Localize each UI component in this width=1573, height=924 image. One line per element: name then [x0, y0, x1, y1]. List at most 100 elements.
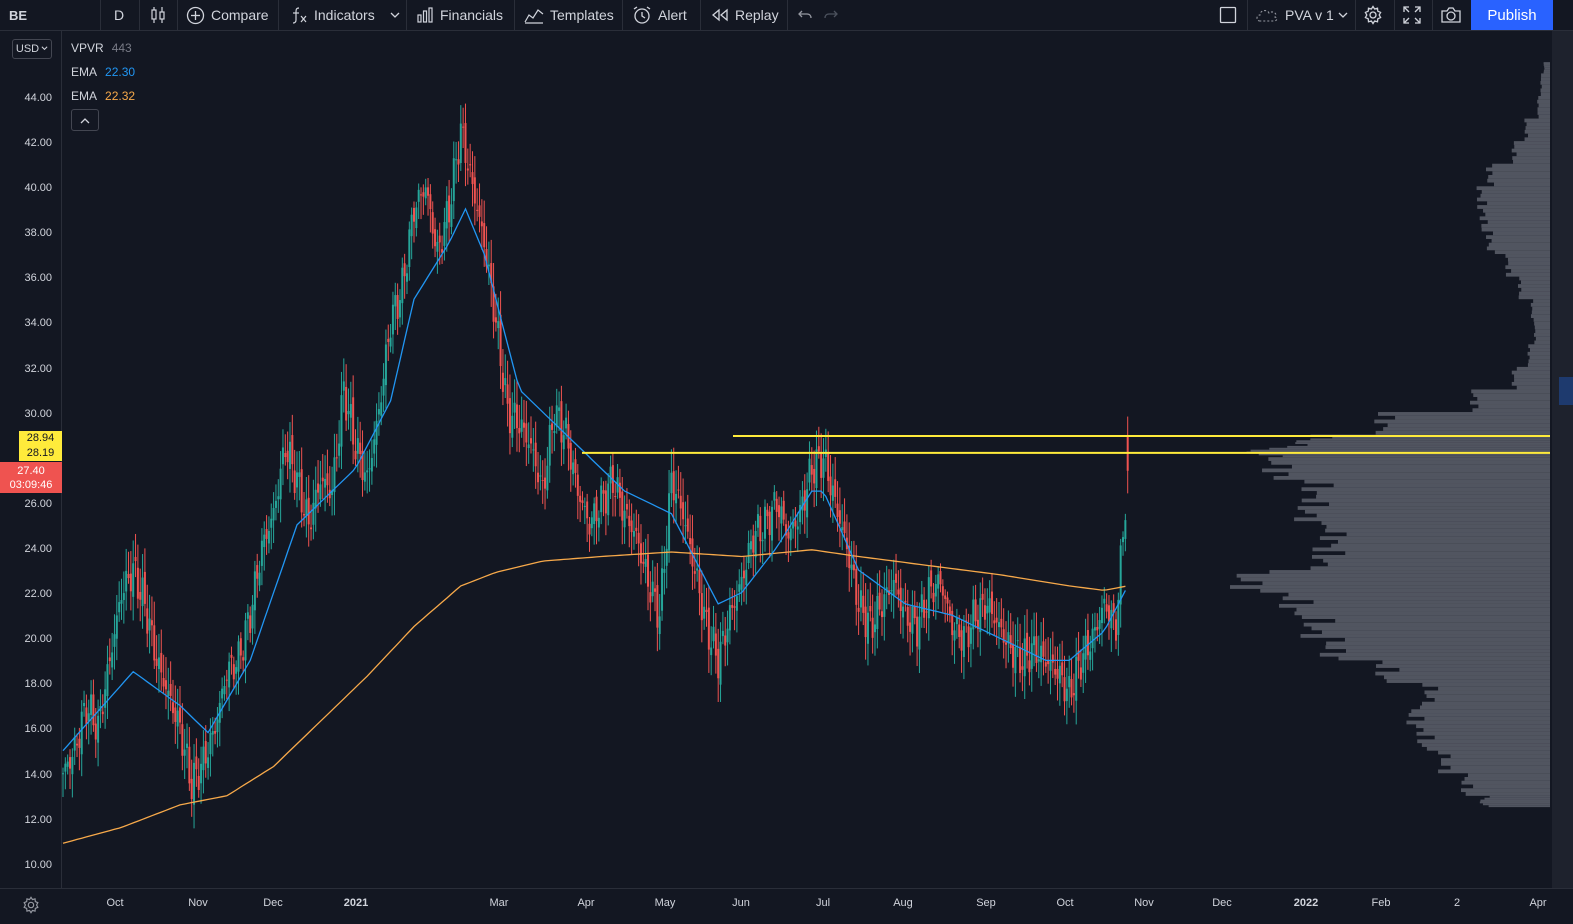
candle-body: [417, 189, 420, 202]
legend-vpvr[interactable]: VPVR 443: [71, 41, 132, 55]
volume-profile-row: [1481, 223, 1550, 228]
symbol-search-button[interactable]: BE: [9, 0, 27, 30]
candle-body: [78, 738, 81, 748]
candle-body: [260, 540, 263, 566]
replay-label: Replay: [735, 7, 779, 23]
legend-collapse-button[interactable]: [71, 109, 99, 131]
candle-body: [834, 479, 837, 497]
volume-profile-row: [1344, 637, 1550, 642]
volume-profile-row: [1492, 231, 1550, 236]
volume-profile-row: [1417, 739, 1550, 744]
volume-profile-row: [1540, 80, 1550, 85]
compare-button[interactable]: Compare: [186, 0, 269, 30]
candle-body: [314, 489, 317, 509]
volume-profile-row: [1511, 381, 1550, 386]
volume-profile-row: [1395, 415, 1550, 420]
candle-body: [726, 628, 729, 643]
time-tick: Oct: [1056, 897, 1073, 909]
candle-body: [1023, 638, 1026, 677]
candle-body: [799, 504, 802, 523]
price-tick: 22.00: [24, 588, 52, 600]
replay-button[interactable]: Replay: [711, 0, 779, 30]
volume-profile-row: [1230, 585, 1550, 589]
candle-body: [186, 743, 189, 748]
candle-body: [190, 778, 193, 800]
indicators-dropdown[interactable]: [390, 0, 400, 30]
toolbar-divider: [406, 0, 407, 30]
candle-body: [778, 505, 781, 518]
volume-profile-row: [1310, 566, 1550, 571]
candle-body: [183, 749, 186, 756]
price-tick: 14.00: [24, 769, 52, 781]
volume-profile-row: [1540, 77, 1550, 81]
candle-body: [946, 597, 949, 604]
candle-body: [717, 648, 720, 679]
templates-button[interactable]: Templates: [524, 0, 614, 30]
candle-body: [303, 514, 306, 516]
gear-icon[interactable]: [22, 896, 40, 917]
candle-body: [162, 677, 165, 687]
volume-profile-row: [1311, 626, 1550, 631]
candle-body: [787, 532, 790, 539]
legend-ema-fast[interactable]: EMA 22.30: [71, 65, 135, 79]
price-axis[interactable]: 44.00 42.00 40.00 38.00 36.00 34.00 32.0…: [24, 92, 52, 871]
candle-body: [76, 743, 79, 746]
volume-profile-row: [1383, 427, 1550, 431]
redo-button[interactable]: [823, 0, 839, 30]
candle-body: [904, 600, 907, 603]
candle-body: [862, 595, 865, 613]
snapshot-button[interactable]: [1440, 0, 1462, 30]
candle-body: [682, 502, 685, 520]
volume-profile-row: [1325, 528, 1550, 533]
candle-body: [553, 431, 556, 433]
layout-select-button[interactable]: [1219, 0, 1237, 30]
candle-body: [527, 444, 530, 449]
indicators-button[interactable]: Indicators: [290, 0, 375, 30]
volume-profile-row: [1408, 713, 1550, 717]
candle-body: [810, 465, 813, 475]
interval-button[interactable]: D: [114, 0, 124, 30]
publish-button[interactable]: Publish: [1471, 0, 1553, 30]
volume-profile-row: [1541, 73, 1550, 78]
candle-body: [382, 378, 385, 396]
volume-profile-row: [1511, 148, 1550, 153]
layout-name-button[interactable]: PVA v 1: [1255, 0, 1334, 30]
time-tick: Nov: [1134, 897, 1154, 909]
candle-body: [188, 746, 191, 784]
legend-ema-slow[interactable]: EMA 22.32: [71, 89, 135, 103]
candle-body: [361, 450, 364, 480]
candle-body: [813, 468, 816, 484]
chart-type-button[interactable]: [149, 0, 167, 30]
chart-pane[interactable]: 44.00 42.00 40.00 38.00 36.00 34.00 32.0…: [0, 31, 1573, 924]
price-chart[interactable]: 44.00 42.00 40.00 38.00 36.00 34.00 32.0…: [0, 31, 1573, 924]
candle-body: [836, 503, 839, 517]
scroll-marker[interactable]: [1559, 377, 1573, 405]
candle-body: [731, 604, 734, 608]
candle-body: [642, 561, 645, 564]
settings-button[interactable]: [1363, 0, 1383, 30]
fullscreen-button[interactable]: [1403, 0, 1421, 30]
price-tag-lower-label: 28.19: [26, 447, 55, 459]
candle-body: [618, 482, 621, 498]
candle-body: [979, 598, 982, 633]
candle-body: [242, 657, 245, 661]
price-tick: 12.00: [24, 814, 52, 826]
alert-button[interactable]: Alert: [632, 0, 687, 30]
candle-body: [239, 638, 242, 656]
volume-profile-row: [1537, 111, 1550, 115]
candle-body: [532, 449, 535, 451]
financials-button[interactable]: Financials: [416, 0, 503, 30]
candle-body: [632, 531, 635, 537]
candle-body: [583, 505, 586, 507]
layout-dropdown[interactable]: [1338, 0, 1348, 30]
right-scale-strip[interactable]: [1552, 31, 1573, 888]
volume-profile-row: [1282, 596, 1550, 601]
toolbar-divider: [1355, 0, 1356, 30]
volume-profile-row: [1316, 491, 1550, 495]
candle-body: [485, 249, 488, 267]
time-tick: 2021: [344, 897, 368, 909]
time-axis[interactable]: Oct Nov Dec 2021 Mar Apr May Jun Jul Aug…: [106, 897, 1546, 909]
undo-button[interactable]: [797, 0, 813, 30]
time-tick: Jun: [732, 897, 750, 909]
currency-button[interactable]: USD: [12, 39, 52, 59]
